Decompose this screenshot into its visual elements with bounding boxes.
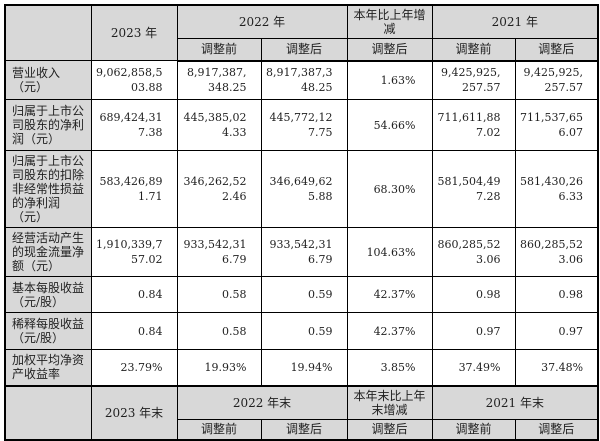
cell-2021-before: 9,425,925,257.57 bbox=[431, 60, 516, 100]
row-label: 基本每股收益 （元/股） bbox=[4, 276, 92, 313]
cell-2022-after: 19.94% bbox=[260, 349, 348, 386]
footer-2021-adjust-after: 调整后 bbox=[514, 418, 599, 441]
cell-2022-before: 8,917,387,348.25 bbox=[176, 60, 262, 100]
cell-2023: 0.84 bbox=[90, 276, 178, 313]
cell-2021-before: 860,285,523.06 bbox=[431, 227, 516, 277]
cell-2021-after: 9,425,925,257.57 bbox=[514, 60, 599, 100]
cell-change: 104.63% bbox=[346, 227, 433, 277]
cell-2023: 23.79% bbox=[90, 349, 178, 386]
table-row-net-profit: 归属于上市公司股东的净利润（元） 689,424,317.38 445,385,… bbox=[4, 99, 599, 151]
footer-year-end-2022: 2022 年末 bbox=[176, 384, 348, 420]
cell-2022-after: 0.59 bbox=[260, 312, 348, 350]
cell-2022-before: 346,262,522.46 bbox=[176, 150, 262, 228]
cell-2022-after: 0.59 bbox=[260, 276, 348, 313]
cell-2021-after: 711,537,656.07 bbox=[514, 99, 599, 151]
header-2021-adjust-before: 调整前 bbox=[431, 38, 516, 62]
header-year-2023: 2023 年 bbox=[90, 4, 178, 61]
row-label: 归属于上市公司股东的净利润（元） bbox=[4, 99, 92, 151]
cell-2023: 689,424,317.38 bbox=[90, 99, 178, 151]
cell-change: 3.85% bbox=[346, 349, 433, 386]
footer-yoy-end-change: 本年末比上年末增减 bbox=[346, 384, 433, 420]
header-change-adjust-after: 调整后 bbox=[346, 38, 433, 62]
row-label: 加权平均净资产收益率 bbox=[4, 349, 92, 386]
table-row-weighted-avg-roe: 加权平均净资产收益率 23.79% 19.93% 19.94% 3.85% 37… bbox=[4, 349, 599, 386]
header-year-2021: 2021 年 bbox=[431, 4, 599, 39]
row-label: 归属于上市公司股东的扣除非经常性损益的净利润 （元） bbox=[4, 150, 92, 228]
cell-2023: 1,910,339,757.02 bbox=[90, 227, 178, 277]
row-label: 稀释每股收益 （元/股） bbox=[4, 312, 92, 350]
cell-2021-before: 0.97 bbox=[431, 312, 516, 350]
cell-2021-after: 860,285,523.06 bbox=[514, 227, 599, 277]
top-header-row-2: 调整前 调整后 调整后 调整前 调整后 bbox=[5, 38, 599, 62]
footer-year-end-2021: 2021 年末 bbox=[431, 384, 599, 420]
cell-2023: 0.84 bbox=[90, 312, 178, 350]
cell-2022-before: 19.93% bbox=[176, 349, 262, 386]
table-row-basic-eps: 基本每股收益 （元/股） 0.84 0.58 0.59 42.37% 0.98 … bbox=[4, 276, 599, 313]
cell-2022-after: 933,542,316.79 bbox=[260, 227, 348, 277]
footer-corner-empty-cell bbox=[4, 384, 92, 441]
header-2022-adjust-after: 调整后 bbox=[260, 38, 348, 62]
header-2021-adjust-after: 调整后 bbox=[514, 38, 599, 62]
cell-2022-after: 445,772,127.75 bbox=[260, 99, 348, 151]
cell-2021-before: 711,611,887.02 bbox=[431, 99, 516, 151]
header-year-2022: 2022 年 bbox=[176, 4, 348, 39]
cell-2021-after: 0.98 bbox=[514, 276, 599, 313]
cell-2021-before: 581,504,497.28 bbox=[431, 150, 516, 228]
cell-change: 42.37% bbox=[346, 276, 433, 313]
cell-2021-before: 0.98 bbox=[431, 276, 516, 313]
cell-2021-after: 37.48% bbox=[514, 349, 599, 386]
cell-change: 68.30% bbox=[346, 150, 433, 228]
cell-2022-after: 346,649,625.88 bbox=[260, 150, 348, 228]
footer-year-end-2023: 2023 年末 bbox=[90, 384, 178, 441]
footer-2022-adjust-after: 调整后 bbox=[260, 418, 348, 441]
header-yoy-change: 本年比上年增减 bbox=[346, 4, 433, 39]
cell-2021-after: 581,430,266.33 bbox=[514, 150, 599, 228]
cell-change: 54.66% bbox=[346, 99, 433, 151]
cell-2023: 583,426,891.71 bbox=[90, 150, 178, 228]
cell-2022-after: 8,917,387,348.25 bbox=[260, 60, 348, 100]
cell-change: 42.37% bbox=[346, 312, 433, 350]
table-row-revenue: 营业收入 （元） 9,062,858,503.88 8,917,387,348.… bbox=[4, 60, 599, 100]
cell-change: 1.63% bbox=[346, 60, 433, 100]
cell-2022-before: 0.58 bbox=[176, 276, 262, 313]
table-row-operating-cash-flow: 经营活动产生的现金流量净额（元） 1,910,339,757.02 933,54… bbox=[4, 227, 599, 277]
footer-2021-adjust-before: 调整前 bbox=[431, 418, 516, 441]
cell-2022-before: 933,542,316.79 bbox=[176, 227, 262, 277]
footer-change-adjust-after: 调整后 bbox=[346, 418, 433, 441]
bottom-header-row-1: 2023 年末 2022 年末 本年末比上年末增减 2021 年末 bbox=[4, 384, 599, 441]
cell-2023: 9,062,858,503.88 bbox=[90, 60, 178, 100]
row-label: 营业收入 （元） bbox=[4, 60, 92, 100]
top-header-row-1: 2023 年 2022 年 本年比上年增减 2021 年 bbox=[4, 4, 599, 61]
financial-summary-table: 2023 年 2022 年 本年比上年增减 2021 年 调整前 调整后 调整后… bbox=[4, 4, 600, 441]
row-label: 经营活动产生的现金流量净额（元） bbox=[4, 227, 92, 277]
table-row-diluted-eps: 稀释每股收益 （元/股） 0.84 0.58 0.59 42.37% 0.97 … bbox=[4, 312, 599, 350]
cell-2021-after: 0.97 bbox=[514, 312, 599, 350]
cell-2022-before: 445,385,024.33 bbox=[176, 99, 262, 151]
corner-empty-cell bbox=[4, 4, 92, 61]
cell-2021-before: 37.49% bbox=[431, 349, 516, 386]
footer-2022-adjust-before: 调整前 bbox=[176, 418, 262, 441]
header-2022-adjust-before: 调整前 bbox=[176, 38, 262, 62]
table-row-deducted-net-profit: 归属于上市公司股东的扣除非经常性损益的净利润 （元） 583,426,891.7… bbox=[4, 150, 599, 228]
cell-2022-before: 0.58 bbox=[176, 312, 262, 350]
